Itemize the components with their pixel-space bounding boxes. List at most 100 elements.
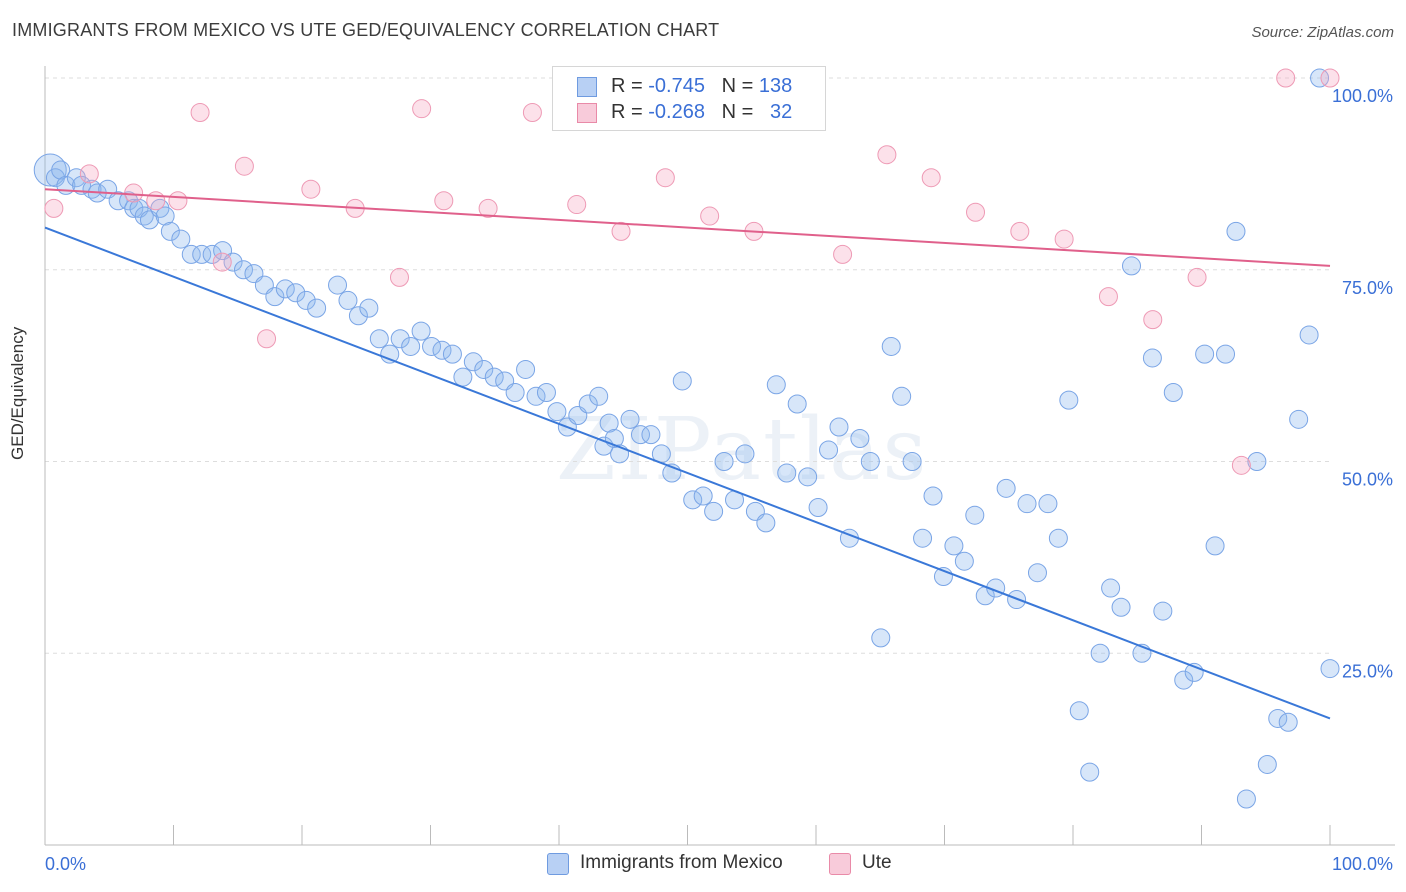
mexico-point xyxy=(453,367,473,387)
mexico-point xyxy=(338,290,358,310)
mexico-point xyxy=(902,452,922,471)
ute-point xyxy=(79,164,99,184)
mexico-point xyxy=(265,287,285,307)
mexico-point xyxy=(233,260,253,280)
mexico-point xyxy=(442,344,462,364)
mexico-point xyxy=(108,191,128,211)
mexico-point xyxy=(124,198,144,218)
mexico-point xyxy=(714,452,734,471)
ute-point xyxy=(1143,310,1163,330)
ute-point xyxy=(921,168,941,188)
ute-point xyxy=(44,198,64,218)
mexico-point xyxy=(1257,754,1277,774)
mexico-point xyxy=(704,501,724,521)
mexico-point xyxy=(474,359,494,379)
x-tick-label: 0.0% xyxy=(45,854,86,874)
mexico-point xyxy=(693,486,713,506)
mexico-point xyxy=(1027,563,1047,583)
mexico-point xyxy=(1205,536,1225,556)
ute-point xyxy=(877,145,897,165)
chart-source: Source: ZipAtlas.com xyxy=(1251,24,1394,41)
mexico-point xyxy=(1111,597,1131,617)
mexico-point xyxy=(808,498,828,518)
mexico-point xyxy=(923,486,943,506)
mexico-point xyxy=(51,160,71,180)
mexico-point xyxy=(1122,256,1142,276)
legend-item-ute[interactable]: Ute xyxy=(829,852,909,878)
mexico-point xyxy=(1299,325,1319,345)
ute-point xyxy=(478,198,498,218)
x-tick-label: 100.0% xyxy=(1332,854,1393,874)
mexico-point xyxy=(432,340,452,360)
mexico-trendline xyxy=(44,226,1331,720)
legend-item-mexico[interactable]: Immigrants from Mexico xyxy=(547,852,807,878)
ute-point xyxy=(966,202,986,222)
ute-point xyxy=(700,206,720,226)
ute-point xyxy=(611,221,631,241)
mexico-point xyxy=(181,244,201,264)
mexico-point xyxy=(1247,452,1267,471)
ute-point xyxy=(389,267,409,287)
legend-n-label: N = xyxy=(721,75,754,97)
ute-point xyxy=(301,179,321,199)
chart-title: IMMIGRANTS FROM MEXICO VS UTE GED/EQUIVA… xyxy=(12,20,720,40)
y-tick-label: 50.0% xyxy=(1342,470,1393,490)
mexico-point xyxy=(641,425,661,445)
mexico-point xyxy=(1059,390,1079,410)
legend-n-label: N = xyxy=(721,101,754,123)
mexico-point xyxy=(1163,382,1183,402)
ute-point xyxy=(655,168,675,188)
mexico-point xyxy=(1320,659,1340,679)
mexico-point xyxy=(422,336,442,356)
mexico-point xyxy=(892,386,912,406)
mexico-point xyxy=(1216,344,1236,364)
mexico-point xyxy=(620,409,640,429)
ute-point xyxy=(190,103,210,123)
ute-legend-label: Ute xyxy=(862,852,892,873)
ute-point xyxy=(412,99,432,119)
ute-point xyxy=(1098,287,1118,307)
y-tick-label: 75.0% xyxy=(1342,278,1393,298)
mexico-point xyxy=(735,444,755,464)
mexico-point xyxy=(390,329,410,349)
mexico-point xyxy=(954,551,974,571)
ute-legend-swatch xyxy=(829,853,851,875)
mexico-point xyxy=(411,321,431,341)
mexico-point xyxy=(756,513,776,533)
mexico-point xyxy=(536,382,556,402)
mexico-point xyxy=(1017,494,1037,514)
legend-r-value: -0.745 xyxy=(648,75,705,97)
ute-point xyxy=(212,252,232,272)
mexico-point xyxy=(860,452,880,471)
mexico-point xyxy=(401,336,421,356)
legend-n-value: 32 xyxy=(770,101,793,123)
mexico-point xyxy=(787,394,807,414)
mexico-point xyxy=(1142,348,1162,368)
mexico-point xyxy=(505,382,525,402)
mexico-point xyxy=(672,371,692,391)
mexico-point xyxy=(171,229,191,249)
mexico-point xyxy=(881,336,901,356)
mexico-point xyxy=(526,386,546,406)
y-tick-label: 25.0% xyxy=(1342,661,1393,681)
watermark: ZIPatlas xyxy=(556,400,928,500)
mexico-point xyxy=(1268,708,1288,728)
ute-point xyxy=(146,191,166,211)
mexico-point xyxy=(630,425,650,445)
mexico-point xyxy=(683,490,703,510)
mexico-point xyxy=(766,375,786,395)
mexico-point xyxy=(913,528,933,548)
ute-point xyxy=(124,183,144,203)
legend-r-label: R = xyxy=(611,101,643,123)
ute-point xyxy=(833,244,853,264)
mexico-point xyxy=(134,206,154,226)
mexico-point xyxy=(72,175,92,195)
mexico-point xyxy=(1278,712,1298,732)
mexico-point xyxy=(307,298,327,318)
mexico-point xyxy=(1289,409,1309,429)
mexico-point xyxy=(944,536,964,556)
ute-point xyxy=(522,103,542,123)
mexico-point xyxy=(965,505,985,525)
mexico-point xyxy=(348,306,368,326)
